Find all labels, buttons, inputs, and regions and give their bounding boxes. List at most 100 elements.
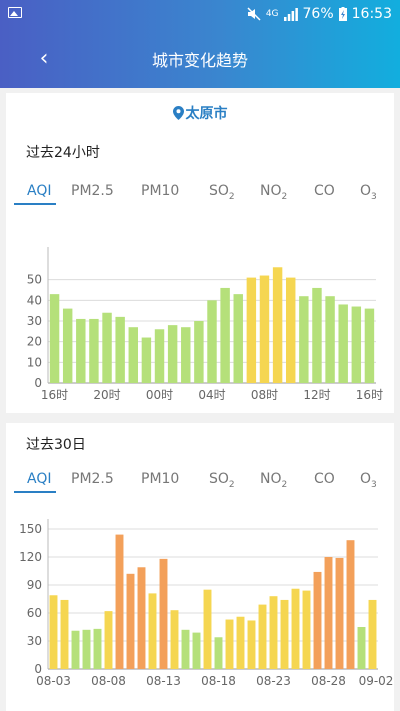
bar	[126, 573, 135, 669]
x-tick-label: 08-28	[311, 674, 346, 688]
app-header: 4G 76% 16:53 ‹ 城市变化趋势	[0, 0, 400, 88]
bar	[194, 321, 204, 383]
bar	[335, 557, 344, 669]
hourly-section-title: 过去24小时	[26, 145, 100, 161]
status-bar: 4G 76% 16:53	[0, 0, 400, 28]
bar	[313, 571, 322, 669]
bar	[93, 628, 102, 669]
y-tick-label: 20	[27, 335, 42, 349]
bar	[128, 327, 139, 383]
tab-co[interactable]: CO	[314, 183, 335, 199]
x-tick-label: 08-13	[146, 674, 181, 688]
bar	[60, 599, 69, 669]
bar	[291, 588, 300, 669]
chevron-left-icon: ‹	[39, 46, 49, 71]
daily-pollutant-tabs: AQI PM2.5 PM10 SO2 NO2 CO O3	[14, 471, 394, 495]
tab-pm10[interactable]: PM10	[141, 471, 180, 487]
bar	[236, 616, 245, 669]
y-tick-label: 30	[27, 634, 42, 648]
tab-no2[interactable]: NO2	[260, 183, 288, 202]
bar	[203, 589, 212, 669]
bar	[82, 629, 91, 669]
bar	[299, 296, 309, 383]
tab-aqi[interactable]: AQI	[27, 183, 52, 199]
bar	[258, 604, 267, 669]
bar	[148, 593, 157, 669]
bar	[259, 275, 270, 383]
bar	[181, 629, 190, 669]
hourly-pollutant-tabs: AQI PM2.5 PM10 SO2 NO2 CO O3	[14, 183, 394, 207]
hourly-aqi-chart: 0 10 20 30 40 50 16时 20时 00时 04时 08时 12时 16时	[27, 247, 383, 402]
y-tick-label: 150	[19, 522, 42, 536]
tab-no2[interactable]: NO2	[260, 471, 288, 490]
tab-aqi[interactable]: AQI	[27, 471, 52, 487]
tab-pm10[interactable]: PM10	[141, 183, 180, 199]
clock: 16:53	[351, 6, 392, 22]
y-tick-label: 50	[27, 273, 42, 287]
hourly-card: 太原市 过去24小时 AQI PM2.5 PM10 SO2 NO2 CO O3 …	[6, 93, 394, 413]
bar	[207, 300, 217, 383]
y-tick-label: 60	[27, 606, 42, 620]
bar	[346, 540, 355, 669]
gallery-notification-icon	[8, 7, 22, 18]
x-tick-label: 16时	[41, 388, 68, 402]
bar	[141, 337, 152, 383]
x-tick-label: 08-08	[91, 674, 126, 688]
y-tick-label: 0	[34, 376, 42, 390]
bar	[272, 267, 283, 383]
daily-aqi-chart: 0 30 60 90 120 150 08-03 08-08 08-13 08-18 08-23 08…	[19, 519, 394, 688]
bar	[302, 590, 311, 669]
page-title: 城市变化趋势	[151, 51, 248, 70]
bar	[89, 318, 99, 383]
tab-o3[interactable]: O3	[360, 471, 377, 490]
y-tick-label: 10	[27, 355, 42, 369]
bar	[102, 312, 112, 383]
y-tick-label: 40	[27, 293, 42, 307]
tab-o3[interactable]: O3	[360, 183, 377, 202]
bar	[214, 637, 223, 669]
bar	[368, 599, 377, 669]
bar	[170, 610, 179, 669]
x-tick-label: 04时	[198, 388, 225, 402]
x-tick-label: 08-23	[256, 674, 291, 688]
bar	[181, 327, 191, 383]
bar	[351, 306, 362, 383]
mute-icon	[247, 7, 261, 21]
x-tick-label: 12时	[303, 388, 330, 402]
x-tick-label: 00时	[146, 388, 173, 402]
bar	[247, 620, 256, 669]
battery-charging-icon	[338, 7, 347, 21]
bar	[115, 534, 124, 669]
back-button[interactable]: ‹	[32, 44, 56, 74]
active-tab-indicator	[14, 491, 56, 493]
bar	[192, 632, 201, 669]
x-tick-label: 08-18	[201, 674, 236, 688]
tab-so2[interactable]: SO2	[209, 183, 235, 202]
tab-so2[interactable]: SO2	[209, 471, 235, 490]
bar	[280, 599, 289, 669]
bar	[312, 287, 322, 383]
tab-pm25[interactable]: PM2.5	[71, 183, 114, 199]
x-tick-label: 16时	[356, 388, 383, 402]
daily-card: 过去30日 AQI PM2.5 PM10 SO2 NO2 CO O3 0 30 60…	[6, 423, 394, 711]
bar	[115, 316, 125, 383]
y-tick-label: 120	[19, 550, 42, 564]
bar	[71, 630, 80, 669]
bar	[364, 308, 375, 383]
y-tick-label: 0	[34, 662, 42, 676]
x-tick-label: 09-02	[359, 674, 394, 688]
x-tick-label: 08时	[251, 388, 278, 402]
signal-icon	[283, 7, 298, 21]
y-tick-label: 90	[27, 578, 42, 592]
tab-co[interactable]: CO	[314, 471, 335, 487]
bar	[324, 557, 333, 669]
bar	[325, 296, 335, 383]
bar	[62, 308, 73, 383]
bar	[220, 287, 230, 383]
tab-pm25[interactable]: PM2.5	[71, 471, 114, 487]
bar	[49, 595, 58, 669]
y-tick-label: 30	[27, 314, 42, 328]
bar	[104, 611, 113, 669]
bar	[233, 294, 243, 383]
bar	[357, 627, 366, 669]
